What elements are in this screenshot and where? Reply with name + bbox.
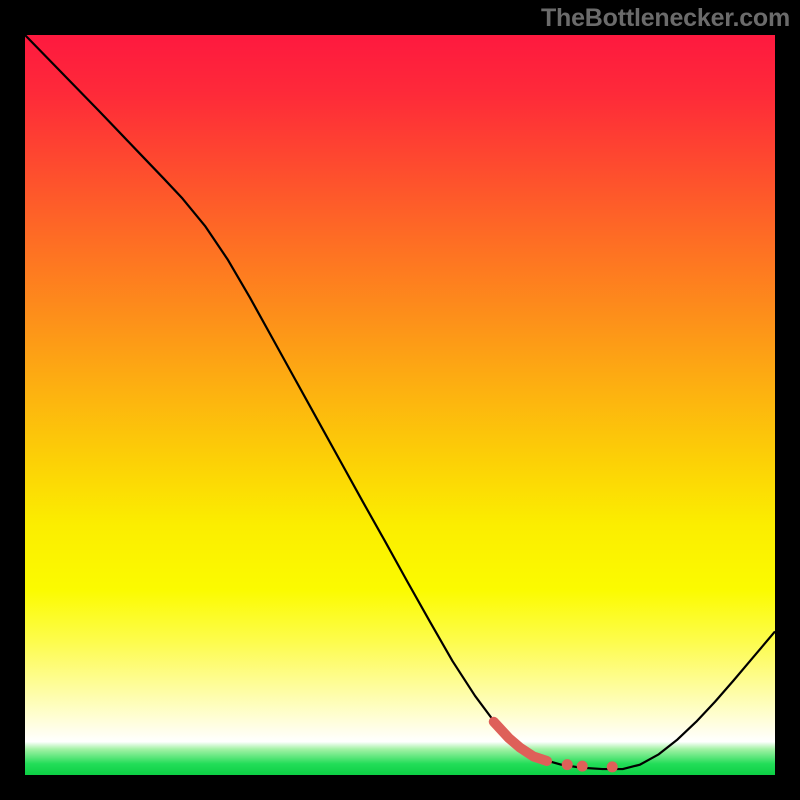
highlight-dot	[577, 761, 588, 772]
watermark-text: TheBottlenecker.com	[541, 4, 790, 33]
gradient-background	[25, 35, 775, 775]
highlight-dot	[562, 759, 573, 770]
chart-svg	[0, 0, 800, 800]
chart-root: { "watermark": { "text": "TheBottlenecke…	[0, 0, 800, 800]
highlight-dot	[607, 761, 618, 772]
